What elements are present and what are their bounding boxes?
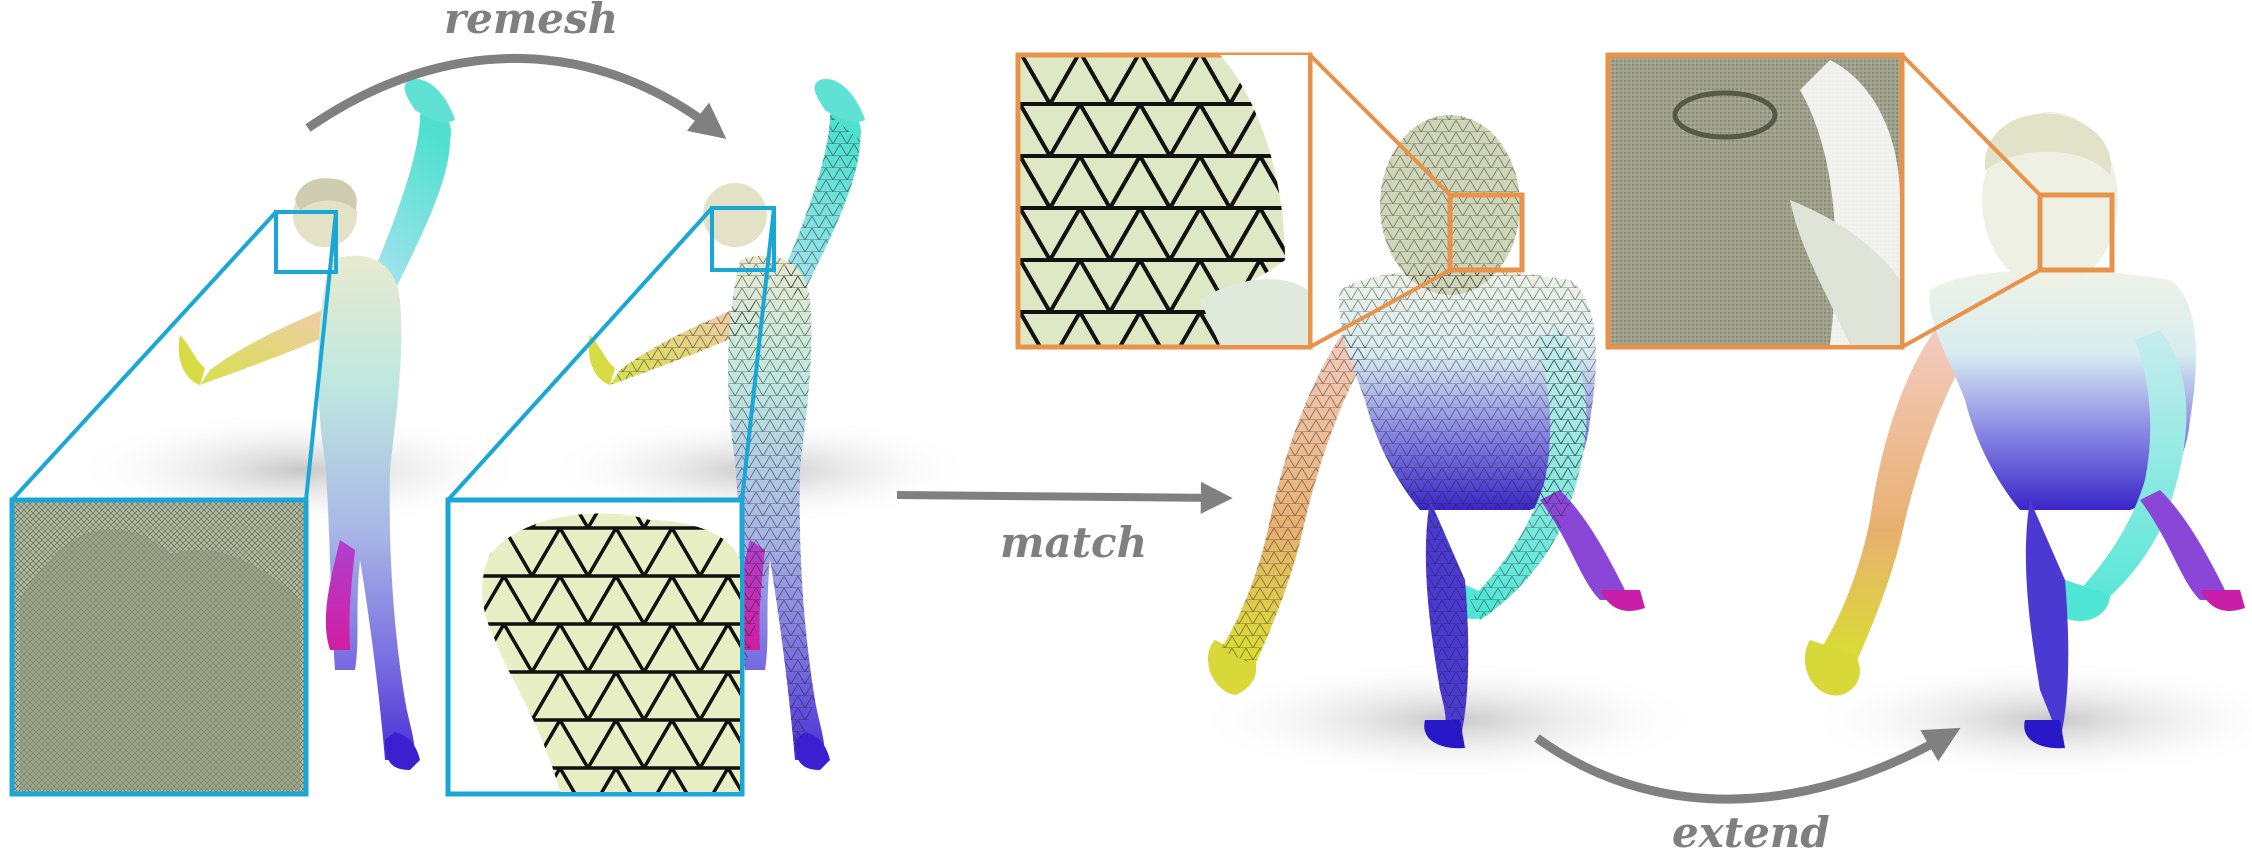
crouching-figure-mesh bbox=[1190, 115, 1710, 780]
inset-coarse-mesh bbox=[445, 206, 776, 797]
zoom-region-box bbox=[274, 210, 338, 274]
extend-arrow bbox=[1534, 727, 1961, 804]
match-arrow bbox=[896, 481, 1233, 514]
inset-fine-mesh bbox=[9, 210, 338, 797]
inset-extend-detail bbox=[1605, 52, 2115, 350]
remesh-arrow bbox=[305, 54, 727, 139]
extend-label: extend bbox=[1672, 808, 1830, 857]
crouching-figure-extended bbox=[1800, 112, 2252, 780]
inset-match-mesh bbox=[1015, 52, 1525, 350]
remesh-label: remesh bbox=[444, 0, 619, 43]
match-label: match bbox=[1000, 518, 1148, 567]
